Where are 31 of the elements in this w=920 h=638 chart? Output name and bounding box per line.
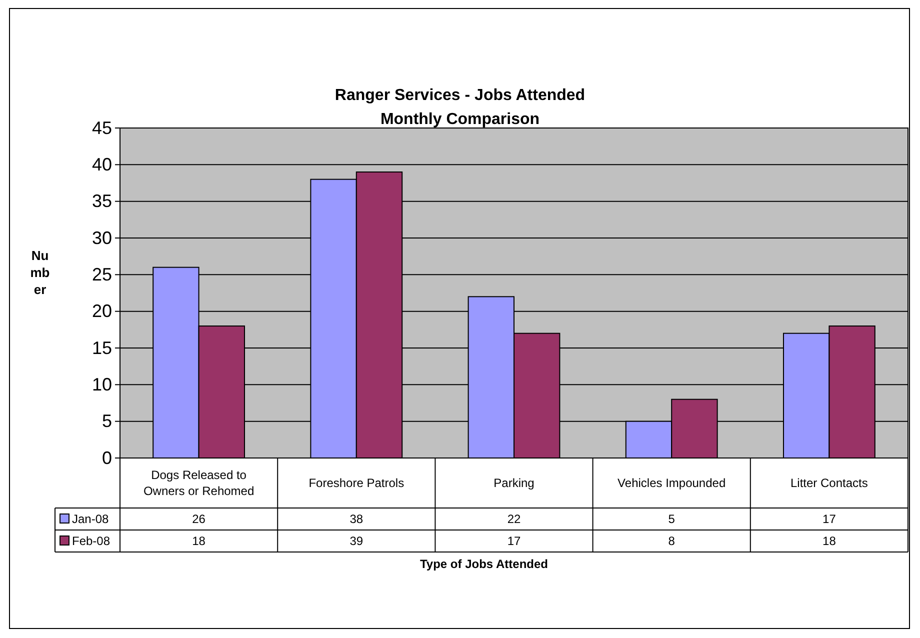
y-tick-label: 0 xyxy=(102,448,112,468)
x-tick-label: Litter Contacts xyxy=(790,476,868,490)
y-tick-label: 35 xyxy=(92,191,112,212)
data-label: 26 xyxy=(192,512,206,526)
chart-title: Ranger Services - Jobs Attended xyxy=(334,87,586,104)
y-tick-label: 30 xyxy=(92,228,112,248)
y-tick-label: 10 xyxy=(92,374,112,394)
data-label: 39 xyxy=(350,534,364,548)
data-label: 5 xyxy=(668,512,676,526)
x-tick-label: Foreshore Patrols xyxy=(308,476,404,490)
x-tick-label: Vehicles Impounded xyxy=(618,476,726,490)
data-label: 8 xyxy=(668,534,676,548)
y-axis-title: Number xyxy=(30,248,50,297)
data-label: 18 xyxy=(192,534,206,548)
y-tick-label: 20 xyxy=(92,301,112,322)
y-tick-label: 25 xyxy=(92,264,112,284)
data-label: 38 xyxy=(350,512,364,526)
x-axis-title: Type of Jobs Attended xyxy=(420,557,548,571)
data-label: 18 xyxy=(822,534,836,548)
x-tick-label: Dogs Released to Owners or Rehomed xyxy=(143,468,254,498)
legend-label: Feb-08 xyxy=(72,534,110,548)
data-label: 17 xyxy=(507,534,521,548)
y-tick-label: 40 xyxy=(92,154,112,174)
legend-label: Jan-08 xyxy=(72,512,110,526)
chart-subtitle: Monthly Comparison xyxy=(380,111,540,128)
y-tick-label: 5 xyxy=(102,411,112,432)
y-tick-label: 45 xyxy=(92,118,112,138)
data-label: 22 xyxy=(507,512,521,526)
x-tick-label: Parking xyxy=(494,476,534,490)
y-tick-label: 15 xyxy=(92,338,112,358)
data-label: 17 xyxy=(822,512,836,526)
